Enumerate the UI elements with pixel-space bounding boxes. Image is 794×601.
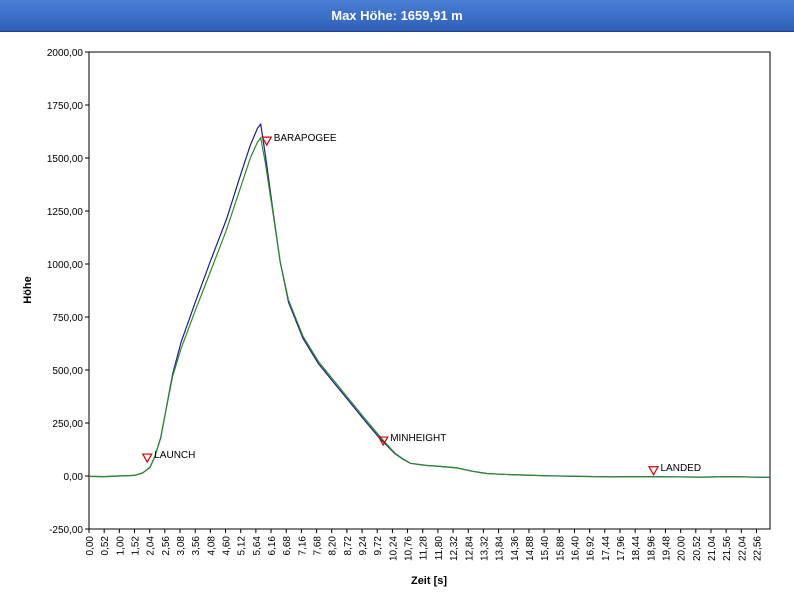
y-tick-label: 750,00 [52,313,83,324]
x-tick-label: 13,84 [495,536,506,561]
y-axis: -250,00 0,00 250,00 500,00 750,00 1000,00 1250… [47,48,89,536]
x-tick-label: 17,96 [616,536,627,561]
x-tick-label: 12,84 [464,536,475,561]
x-tick-label: 2,04 [146,536,157,556]
x-tick-label: 21,56 [722,536,733,561]
x-tick-label: 18,96 [646,536,657,561]
chart-area: -250,00 0,00 250,00 500,00 750,00 1000,00 1250… [0,32,794,597]
x-tick-label: 5,12 [237,536,248,556]
x-tick-label: 22,04 [737,536,748,561]
series-lines [88,122,771,478]
x-tick-label: 7,68 [313,536,324,556]
y-tick-label: 0,00 [64,472,84,483]
altitude-chart: -250,000,00250,00500,00750,001000,001250… [22,48,771,587]
x-tick-label: 0,52 [100,536,111,556]
y-tick-label: 1750,00 [47,101,84,112]
x-tick-label: 14,88 [525,536,536,561]
event-label: LANDED [661,463,702,474]
y-tick-label: 2000,00 [47,48,84,59]
chart-title: Max Höhe: 1659,91 m [331,8,463,23]
event-marker-triangle [261,136,273,147]
event-marker-triangle [141,453,153,464]
x-tick-label: 15,40 [540,536,551,561]
chart-title-bar: Max Höhe: 1659,91 m [0,0,794,32]
x-tick-label: 15,88 [555,536,566,561]
x-tick-label: 19,48 [661,536,672,561]
x-tick-label: 10,24 [388,536,399,561]
x-tick-label: 16,92 [586,536,597,561]
x-tick-label: 10,76 [404,536,415,561]
x-tick-label: 9,24 [358,536,369,556]
x-tick-label: 21,04 [707,536,718,561]
x-tick-label: 8,72 [343,536,354,556]
x-tick-label: 6,68 [282,536,293,556]
event-label: MINHEIGHT [390,433,446,444]
x-tick-label: 17,44 [601,536,612,561]
y-tick-label: 250,00 [52,419,83,430]
series-line-1 [88,136,771,478]
x-tick-label: 18,44 [631,536,642,561]
y-tick-label: 1500,00 [47,154,84,165]
event-markers: LAUNCH BARAPOGEE MINHEIGHT LANDED [141,133,702,476]
x-tick-label: 4,08 [206,536,217,556]
y-tick-label: 1250,00 [47,207,84,218]
x-tick-label: 1,00 [115,536,126,556]
y-axis-label: Höhe [22,276,34,304]
event-marker-triangle [647,466,660,476]
x-tick-label: 22,56 [752,536,763,561]
x-axis-label: Zeit [s] [411,575,447,587]
x-tick-label: 0,00 [85,536,96,556]
x-tick-label: 1,52 [131,536,142,556]
x-tick-label: 14,36 [510,536,521,561]
x-tick-label: 20,52 [692,536,703,561]
x-tick-label: 3,56 [191,536,202,556]
event-marker-triangle [377,436,389,447]
y-tick-label: 500,00 [52,366,83,377]
x-tick-label: 4,60 [222,536,233,556]
x-tick-label: 8,20 [328,536,339,556]
y-tick-label: -250,00 [49,525,83,536]
x-tick-label: 20,00 [677,536,688,561]
x-tick-label: 16,40 [570,536,581,561]
x-tick-label: 7,16 [297,536,308,556]
x-tick-label: 12,32 [449,536,460,561]
x-tick-label: 13,32 [479,536,490,561]
x-tick-label: 5,64 [252,536,263,556]
x-tick-label: 6,16 [267,536,278,556]
x-axis: 0,00 0,52 1,00 1,52 2,04 2,56 3,08 3,56 4,08 4,60… [85,529,763,561]
x-tick-label: 11,28 [419,536,430,561]
x-tick-label: 2,56 [161,536,172,556]
x-tick-label: 11,80 [434,536,445,561]
event-label: BARAPOGEE [274,133,337,144]
x-tick-label: 9,72 [373,536,384,556]
event-label: LAUNCH [154,450,195,461]
y-tick-label: 1000,00 [47,260,84,271]
x-tick-label: 3,08 [176,536,187,556]
